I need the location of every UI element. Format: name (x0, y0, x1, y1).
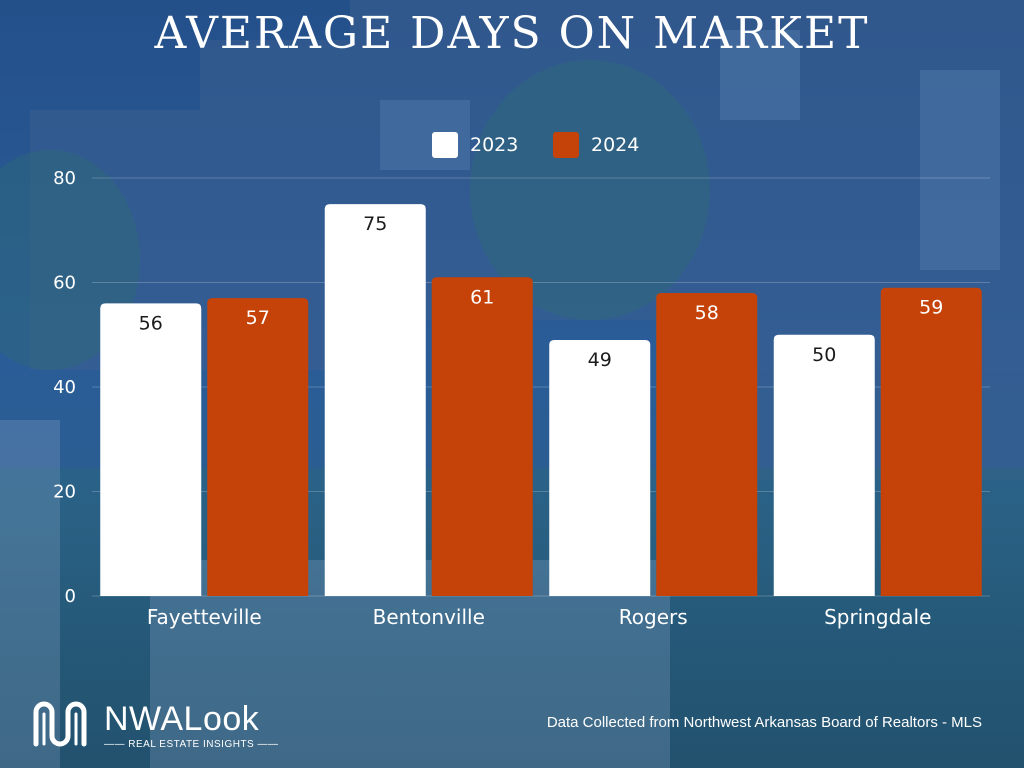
y-tick-label-20: 20 (53, 482, 76, 503)
y-tick-label-40: 40 (53, 377, 76, 398)
y-tick-label-60: 60 (53, 273, 76, 294)
legend-swatch-2023 (432, 132, 458, 158)
x-tick-label-rogers: Rogers (619, 605, 688, 629)
nwalook-logo: NWALook —— REAL ESTATE INSIGHTS —— (30, 698, 290, 758)
nwalook-logo-icon (33, 701, 87, 747)
bar-bentonville-2023 (324, 204, 426, 596)
legend-swatch-2024 (553, 132, 579, 158)
chart-title: AVERAGE DAYS ON MARKET (154, 8, 870, 59)
bar-rogers-2023 (549, 339, 651, 596)
bar-rogers-2024 (656, 292, 758, 596)
x-tick-label-bentonville: Bentonville (373, 605, 485, 629)
legend-item-2024: 2024 (553, 132, 639, 158)
value-label-springdale-2024: 59 (919, 297, 943, 319)
value-label-bentonville-2024: 61 (470, 286, 494, 308)
legend-label-2023: 2023 (470, 134, 519, 156)
bar-fayetteville-2024 (207, 298, 309, 596)
y-tick-label-80: 80 (53, 168, 76, 189)
x-tick-label-fayetteville: Fayetteville (147, 605, 262, 629)
legend-label-2024: 2024 (591, 134, 640, 156)
legend-item-2023: 2023 (432, 132, 518, 158)
bar-bentonville-2024 (431, 277, 533, 596)
logo-tagline-text: REAL ESTATE INSIGHTS (128, 739, 255, 750)
logo-tagline: —— REAL ESTATE INSIGHTS —— (104, 739, 279, 750)
value-label-rogers-2023: 49 (588, 349, 612, 371)
y-tick-label-0: 0 (65, 586, 76, 607)
chart-legend: 2023 2024 (0, 132, 1024, 162)
bar-fayetteville-2023 (100, 303, 202, 596)
source-note: Data Collected from Northwest Arkansas B… (546, 714, 982, 731)
bar-springdale-2024 (880, 287, 982, 596)
value-label-bentonville-2023: 75 (363, 213, 387, 235)
value-label-fayetteville-2024: 57 (246, 307, 270, 329)
value-label-rogers-2024: 58 (695, 302, 719, 324)
x-tick-label-springdale: Springdale (824, 605, 931, 629)
value-label-fayetteville-2023: 56 (139, 312, 163, 334)
bar-springdale-2023 (773, 334, 875, 596)
logo-name: NWALook (104, 700, 260, 738)
value-label-springdale-2023: 50 (812, 344, 836, 366)
